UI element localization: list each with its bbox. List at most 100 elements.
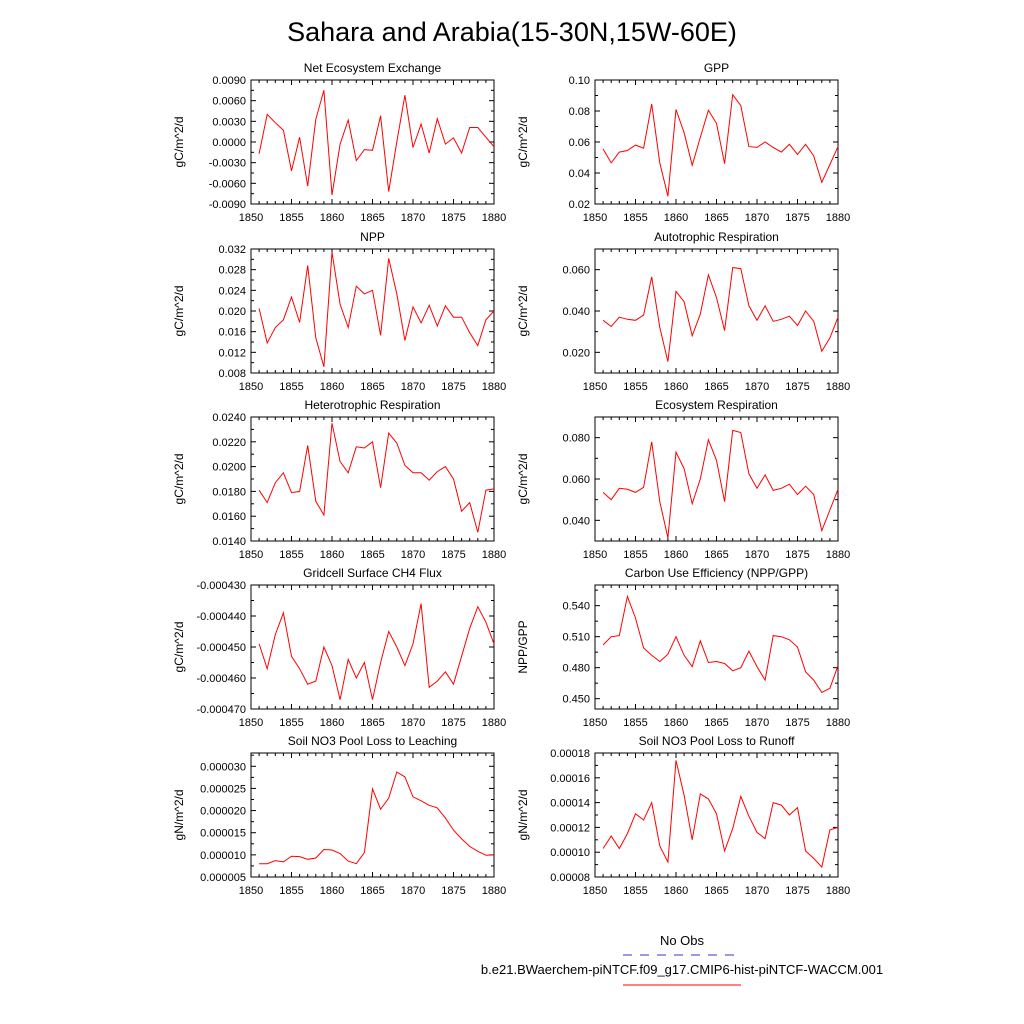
chart-panel: Soil NO3 Pool Loss to Leaching gN/m^2/d 18…: [172, 734, 506, 897]
y-tick-label: 0.0160: [212, 511, 246, 523]
chart-panel: Carbon Use Efficiency (NPP/GPP) NPP/GPP 18…: [516, 566, 850, 729]
x-tick-label: 1865: [704, 717, 728, 729]
series-line: [602, 93, 839, 197]
y-axis-label: NPP/GPP: [516, 620, 530, 673]
y-tick-label: 0.008: [218, 368, 246, 380]
y-tick-label: 0.00018: [550, 748, 590, 760]
x-tick-label: 1875: [785, 381, 809, 393]
chart-panel: Net Ecosystem Exchange gC/m^2/d 1850 1855 18…: [172, 61, 506, 224]
x-tick-label: 1860: [664, 212, 688, 224]
page-title: Sahara and Arabia(15-30N,15W-60E): [287, 17, 737, 47]
y-tick-label: 0.000015: [200, 828, 246, 840]
series-line: [602, 267, 839, 362]
x-tick-label: 1865: [360, 549, 384, 561]
x-tick-label: 1860: [320, 212, 344, 224]
x-tick-label: 1865: [704, 549, 728, 561]
y-tick-label: 0.06: [569, 137, 590, 149]
y-tick-label: 0.0090: [212, 75, 246, 87]
y-tick-label: 0.040: [562, 306, 590, 318]
x-tick-label: 1860: [664, 885, 688, 897]
series-line: [602, 429, 839, 539]
x-tick-label: 1880: [482, 885, 506, 897]
plot-frame: [594, 248, 839, 374]
y-axis-label: gC/m^2/d: [516, 117, 530, 168]
y-tick-label: 0.020: [218, 306, 246, 318]
y-axis-label: gC/m^2/d: [172, 286, 186, 337]
chart-title: Gridcell Surface CH4 Flux: [303, 566, 442, 580]
y-axis-label: gC/m^2/d: [172, 117, 186, 168]
y-tick-label: 0.08: [569, 106, 590, 118]
x-tick-label: 1880: [482, 381, 506, 393]
x-tick-label: 1875: [441, 212, 465, 224]
chart-title: GPP: [704, 61, 729, 75]
x-tick-label: 1860: [320, 885, 344, 897]
y-tick-label: 0.060: [562, 265, 590, 277]
chart-title: Ecosystem Respiration: [655, 398, 778, 412]
chart-panel: Autotrophic Respiration gC/m^2/d 1850 1855 1…: [516, 230, 850, 393]
y-tick-label: 0.480: [562, 663, 590, 675]
x-tick-label: 1865: [704, 212, 728, 224]
chart-title: Net Ecosystem Exchange: [304, 61, 442, 75]
y-tick-label: 0.00014: [550, 798, 590, 810]
y-tick-label: 0.028: [218, 265, 246, 277]
y-tick-label: 0.000005: [200, 872, 246, 884]
x-tick-label: 1880: [482, 549, 506, 561]
x-tick-label: 1855: [623, 549, 647, 561]
y-tick-label: 0.00010: [550, 847, 590, 859]
y-tick-label: 0.000025: [200, 783, 246, 795]
y-tick-label: -0.000430: [196, 580, 246, 592]
y-tick-label: 0.0060: [212, 96, 246, 108]
x-tick-label: 1850: [239, 717, 263, 729]
series-line: [602, 594, 839, 694]
x-tick-label: 1880: [482, 212, 506, 224]
x-tick-label: 1880: [826, 212, 850, 224]
y-tick-label: -0.000460: [196, 673, 246, 685]
y-tick-label: -0.000440: [196, 611, 246, 623]
x-tick-label: 1850: [583, 717, 607, 729]
chart-title: NPP: [360, 230, 385, 244]
y-tick-label: -0.000450: [196, 642, 246, 654]
x-tick-label: 1860: [320, 381, 344, 393]
plot-frame: [250, 584, 495, 710]
x-tick-label: 1865: [360, 381, 384, 393]
series-line: [258, 603, 495, 700]
plot-frame: [250, 248, 495, 374]
y-tick-label: 0.0240: [212, 412, 246, 424]
plot-frame: [594, 416, 839, 542]
chart-panel: GPP gC/m^2/d 1850 1855 1860 1865 1870 1875 1880 0…: [516, 61, 850, 224]
y-axis-label: gC/m^2/d: [516, 286, 530, 337]
x-tick-label: 1865: [704, 885, 728, 897]
legend: No Obs b.e21.BWaerchem-piNTCF.f09_g17.CM…: [481, 933, 883, 986]
x-tick-label: 1860: [320, 717, 344, 729]
x-tick-label: 1855: [623, 717, 647, 729]
y-tick-label: 0.10: [569, 75, 590, 87]
y-tick-label: 0.0200: [212, 462, 246, 474]
y-tick-label: 0.450: [562, 694, 590, 706]
chart-panel: NPP gC/m^2/d 1850 1855 1860 1865 1870 1875 1880 0…: [172, 230, 506, 393]
chart-title: Soil NO3 Pool Loss to Runoff: [639, 734, 796, 748]
y-tick-label: 0.032: [218, 244, 246, 256]
x-tick-label: 1875: [785, 212, 809, 224]
series-line: [259, 771, 495, 865]
x-tick-label: 1875: [441, 717, 465, 729]
chart-panels: Net Ecosystem Exchange gC/m^2/d 1850 1855 18…: [172, 61, 850, 897]
y-tick-label: 0.02: [569, 199, 590, 211]
x-tick-label: 1870: [401, 717, 425, 729]
x-tick-label: 1870: [401, 549, 425, 561]
x-tick-label: 1870: [401, 212, 425, 224]
y-tick-label: 0.0140: [212, 536, 246, 548]
x-tick-label: 1850: [583, 381, 607, 393]
chart-panel: Ecosystem Respiration gC/m^2/d 1850 1855 186…: [516, 398, 850, 561]
chart-title: Carbon Use Efficiency (NPP/GPP): [625, 566, 808, 580]
plot-frame: [250, 416, 495, 542]
x-tick-label: 1855: [279, 381, 303, 393]
series-line: [602, 760, 839, 869]
x-tick-label: 1875: [441, 381, 465, 393]
x-tick-label: 1880: [826, 885, 850, 897]
plot-frame: [250, 79, 495, 205]
x-tick-label: 1865: [360, 212, 384, 224]
x-tick-label: 1870: [745, 549, 769, 561]
legend-obs-label: No Obs: [660, 933, 705, 948]
x-tick-label: 1855: [623, 212, 647, 224]
x-tick-label: 1850: [239, 381, 263, 393]
